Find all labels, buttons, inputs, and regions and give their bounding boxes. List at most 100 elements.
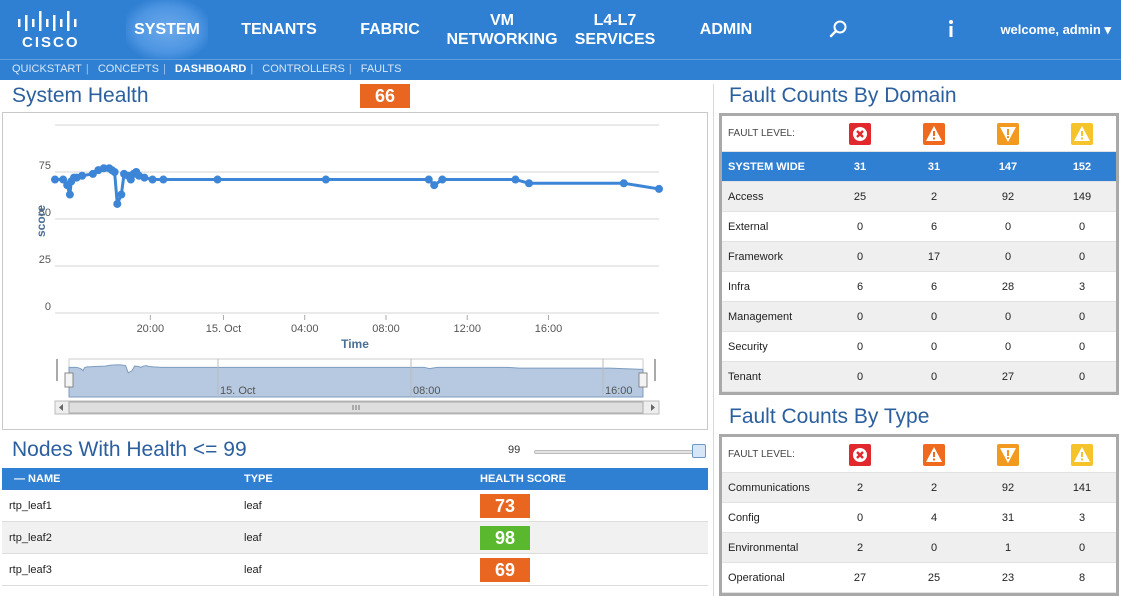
data-point	[511, 175, 520, 184]
major-count[interactable]: 0	[930, 542, 938, 554]
major-count[interactable]: 25	[927, 572, 941, 584]
nav-admin[interactable]: ADMIN	[690, 0, 762, 59]
warning-count[interactable]: 152	[1072, 161, 1092, 173]
minor-count[interactable]: 147	[998, 161, 1018, 173]
major-count[interactable]: 2	[930, 482, 938, 494]
subnav-faults[interactable]: FAULTS	[360, 63, 402, 75]
critical-count[interactable]: 25	[853, 191, 867, 203]
subnav-dashboard[interactable]: DASHBOARD	[174, 63, 247, 75]
navigator-handle[interactable]	[64, 372, 74, 388]
nav-vm-networking[interactable]: VM NETWORKING	[446, 0, 557, 59]
x-tick-label: 12:00	[453, 323, 481, 335]
warning-count[interactable]: 0	[1078, 542, 1086, 554]
fault-type-rows: Communications 2 2 92 141 Config 0 4 31 3 Environm…	[722, 473, 1116, 593]
navigator-tick-label: 16:00	[605, 385, 633, 397]
nav-system[interactable]: SYSTEM	[126, 0, 208, 59]
fault-type-title: Fault Counts By Type	[729, 405, 930, 428]
health-threshold-slider-track[interactable]	[534, 450, 698, 454]
node-health-score: 73	[480, 494, 530, 518]
fault-row-operational[interactable]: Operational 27 25 23 8	[722, 563, 1116, 593]
major-count[interactable]: 6	[930, 221, 938, 233]
subnav-controllers[interactable]: CONTROLLERS	[262, 63, 345, 75]
minor-count[interactable]: 92	[1001, 482, 1015, 494]
fault-row-config[interactable]: Config 0 4 31 3	[722, 503, 1116, 533]
critical-count[interactable]: 0	[856, 311, 864, 323]
subnav-quickstart[interactable]: QUICKSTART	[12, 63, 82, 75]
critical-count[interactable]: 0	[856, 512, 864, 524]
nav-tenants[interactable]: TENANTS	[236, 0, 322, 59]
fault-row-system-wide[interactable]: SYSTEM WIDE 31 31 147 152	[722, 152, 1116, 182]
fault-row-tenant[interactable]: Tenant 0 0 27 0	[722, 362, 1116, 392]
major-count[interactable]: 2	[930, 191, 938, 203]
warning-count[interactable]: 141	[1072, 482, 1092, 494]
warning-count[interactable]: 149	[1072, 191, 1092, 203]
critical-count[interactable]: 31	[853, 161, 867, 173]
critical-count[interactable]: 27	[853, 572, 867, 584]
user-menu[interactable]: welcome, admin ▾	[1000, 22, 1111, 37]
minor-count[interactable]: 0	[1004, 341, 1012, 353]
fault-row-management[interactable]: Management 0 0 0 0	[722, 302, 1116, 332]
health-line-chart[interactable]: 0 25 50 75 score 20:00 15. Oct 04:00 08:00 12:00 1…	[3, 113, 707, 429]
x-axis-label: Time	[341, 337, 369, 351]
table-row[interactable]: rtp_leaf3 leaf 69	[2, 554, 708, 586]
warning-count[interactable]: 3	[1078, 281, 1086, 293]
cisco-logo[interactable]	[14, 10, 82, 52]
major-count[interactable]: 31	[927, 161, 941, 173]
column-type[interactable]: TYPE	[244, 473, 273, 485]
major-count[interactable]: 0	[930, 341, 938, 353]
table-row[interactable]: rtp_leaf1 leaf 73	[2, 490, 708, 522]
fault-row-external[interactable]: External 0 6 0 0	[722, 212, 1116, 242]
minor-count[interactable]: 27	[1001, 371, 1015, 383]
column-health-score[interactable]: HEALTH SCORE	[480, 473, 566, 485]
warning-count[interactable]: 0	[1078, 311, 1086, 323]
fault-row-infra[interactable]: Infra 6 6 28 3	[722, 272, 1116, 302]
nodes-title: Nodes With Health <= 99	[12, 438, 247, 461]
major-count[interactable]: 17	[927, 251, 941, 263]
node-name: rtp_leaf2	[9, 532, 52, 544]
nav-admin-label: ADMIN	[699, 21, 753, 38]
minor-count[interactable]: 92	[1001, 191, 1015, 203]
warning-count[interactable]: 3	[1078, 512, 1086, 524]
major-count[interactable]: 4	[930, 512, 938, 524]
nav-tenants-label: TENANTS	[241, 21, 317, 38]
fault-row-communications[interactable]: Communications 2 2 92 141	[722, 473, 1116, 503]
subnav-concepts[interactable]: CONCEPTS	[97, 63, 159, 75]
fault-row-environmental[interactable]: Environmental 2 0 1 0	[722, 533, 1116, 563]
table-row[interactable]: rtp_leaf2 leaf 98	[2, 522, 708, 554]
minor-icon	[997, 444, 1019, 466]
column-divider	[713, 84, 714, 596]
critical-count[interactable]: 0	[856, 251, 864, 263]
nav-l4-l7-services[interactable]: L4-L7 SERVICES	[574, 0, 656, 59]
minor-count[interactable]: 0	[1004, 221, 1012, 233]
critical-count[interactable]: 0	[856, 371, 864, 383]
column-name[interactable]: — NAME	[14, 473, 61, 485]
minor-count[interactable]: 28	[1001, 281, 1015, 293]
navigator-handle[interactable]	[638, 372, 648, 388]
warning-count[interactable]: 0	[1078, 371, 1086, 383]
critical-count[interactable]: 6	[856, 281, 864, 293]
info-icon[interactable]	[940, 18, 962, 40]
major-count[interactable]: 0	[930, 311, 938, 323]
fault-row-access[interactable]: Access 25 2 92 149	[722, 182, 1116, 212]
warning-count[interactable]: 0	[1078, 341, 1086, 353]
warning-count[interactable]: 0	[1078, 221, 1086, 233]
critical-count[interactable]: 2	[856, 482, 864, 494]
critical-count[interactable]: 0	[856, 221, 864, 233]
minor-count[interactable]: 0	[1004, 251, 1012, 263]
critical-count[interactable]: 0	[856, 341, 864, 353]
fault-row-security[interactable]: Security 0 0 0 0	[722, 332, 1116, 362]
fault-row-framework[interactable]: Framework 0 17 0 0	[722, 242, 1116, 272]
health-threshold-slider-handle[interactable]	[692, 444, 706, 458]
warning-count[interactable]: 0	[1078, 251, 1086, 263]
minor-count[interactable]: 23	[1001, 572, 1015, 584]
minor-count[interactable]: 0	[1004, 311, 1012, 323]
critical-count[interactable]: 2	[856, 542, 864, 554]
search-icon[interactable]	[828, 18, 850, 40]
warning-count[interactable]: 8	[1078, 572, 1086, 584]
minor-count[interactable]: 1	[1004, 542, 1012, 554]
major-count[interactable]: 6	[930, 281, 938, 293]
minor-count[interactable]: 31	[1001, 512, 1015, 524]
major-count[interactable]: 0	[930, 371, 938, 383]
navigator-tick-label: 08:00	[413, 385, 441, 397]
nav-fabric[interactable]: FABRIC	[352, 0, 428, 59]
